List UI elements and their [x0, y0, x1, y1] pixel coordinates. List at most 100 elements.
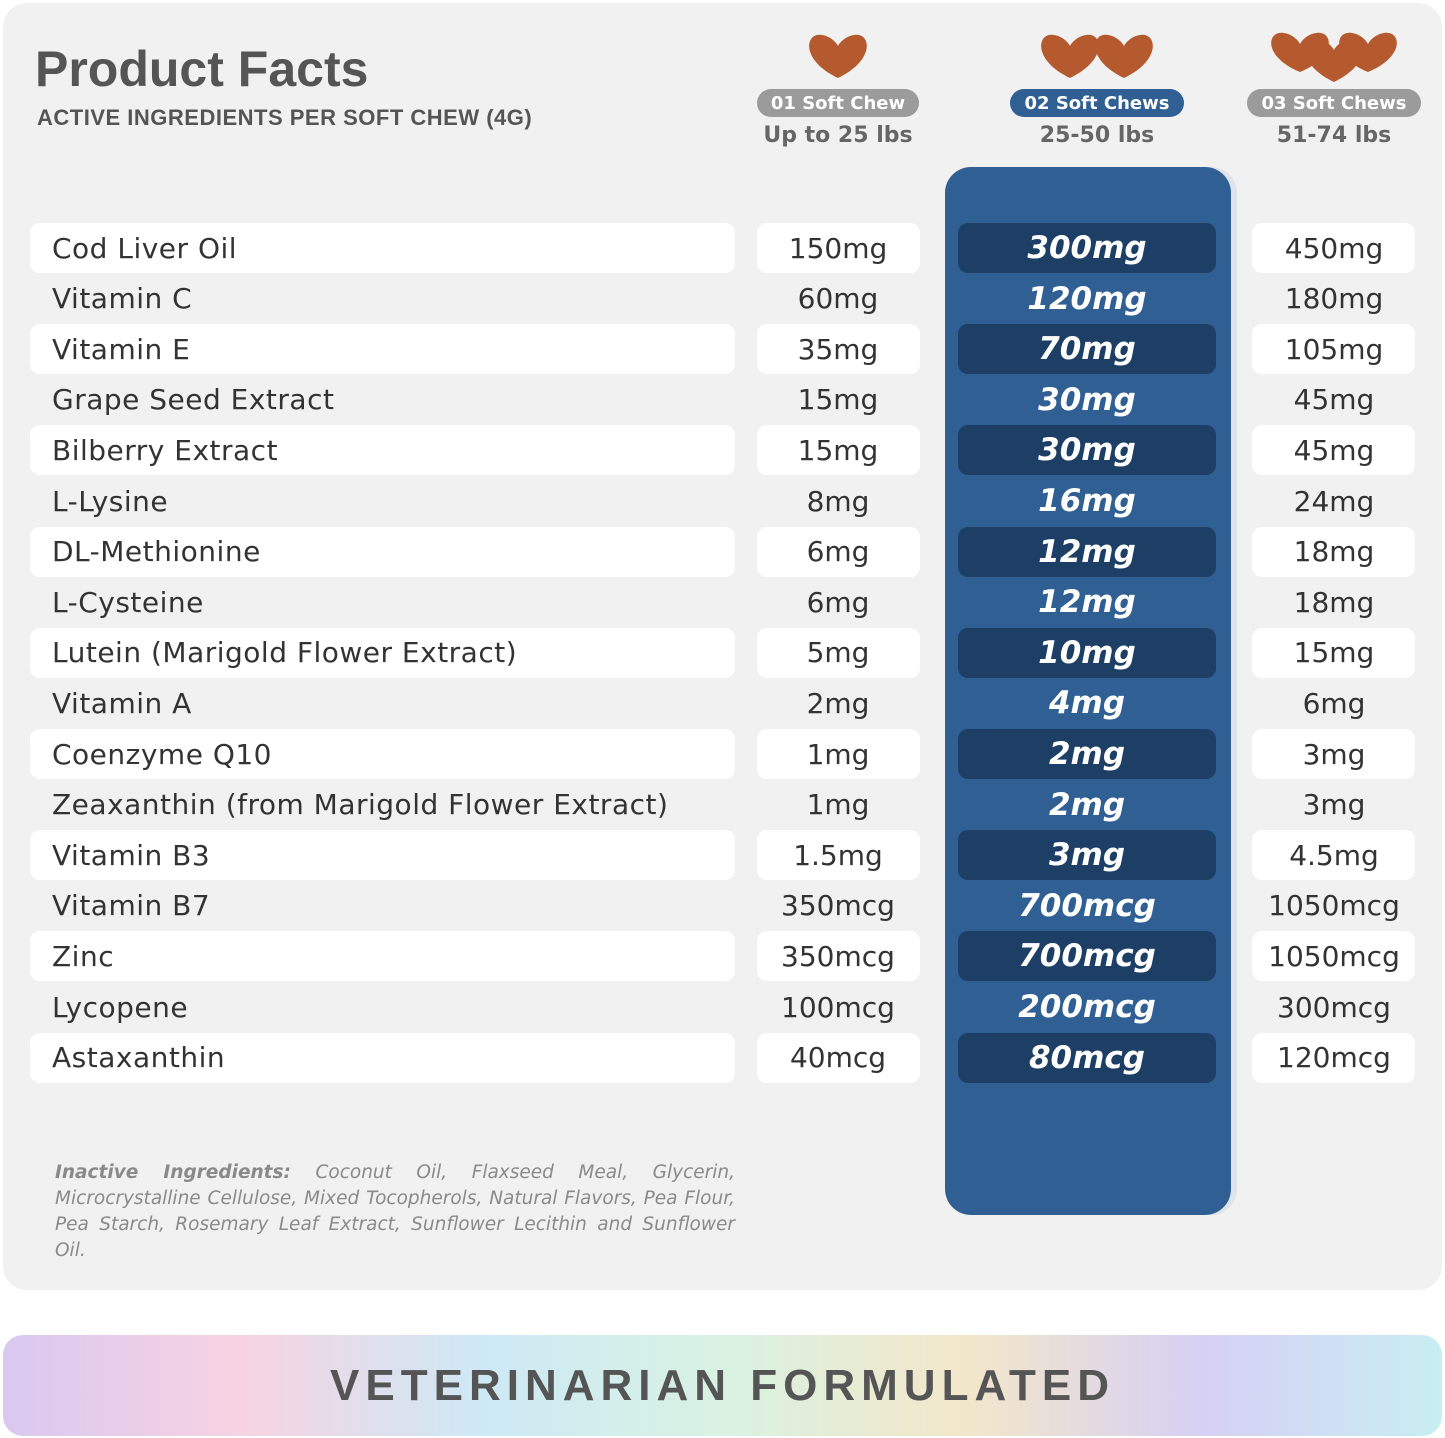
row-bg: [1252, 830, 1415, 881]
amount: 15mg: [797, 433, 879, 467]
ingredient-name: Vitamin B7: [52, 889, 211, 923]
ingredient-name: DL-Methionine: [52, 535, 261, 569]
amount: 700mcg: [1018, 887, 1156, 924]
amount: 1mg: [806, 737, 870, 771]
amount: 12mg: [1038, 584, 1136, 621]
amount: 70mg: [1038, 331, 1136, 368]
amount: 120mcg: [1277, 1041, 1391, 1075]
amount: 1.5mg: [793, 838, 883, 872]
amount: 30mg: [1038, 432, 1136, 469]
amount: 12mg: [1038, 533, 1136, 570]
amount: 45mg: [1293, 433, 1375, 467]
amount: 15mg: [797, 383, 879, 417]
amount: 35mg: [797, 332, 879, 366]
ingredient-name: Grape Seed Extract: [52, 383, 335, 417]
amount: 300mcg: [1277, 990, 1391, 1024]
row-bg: [757, 526, 920, 577]
amount: 8mg: [806, 484, 870, 518]
row-bg: [958, 931, 1216, 982]
ingredient-name: L-Cysteine: [52, 585, 204, 619]
amount: 2mg: [806, 686, 870, 720]
row-bg: [30, 931, 735, 982]
ingredient-name: Coenzyme Q10: [52, 737, 272, 771]
row-bg: [757, 1032, 920, 1083]
amount: 40mcg: [789, 1041, 887, 1075]
row-bg: [1252, 1032, 1415, 1083]
row-bg: [958, 324, 1216, 375]
row-bg: [958, 830, 1216, 881]
inactive-ingredients: Inactive Ingredients: Coconut Oil, Flaxs…: [55, 1160, 735, 1264]
amount: 3mg: [1302, 788, 1366, 822]
amount: 350mcg: [781, 889, 895, 923]
ingredient-name: L-Lysine: [52, 484, 169, 518]
amount: 3mg: [1048, 837, 1126, 874]
amount: 16mg: [1038, 483, 1136, 519]
row-bg: [958, 425, 1216, 476]
amount: 80mcg: [1028, 1039, 1145, 1076]
row-bg: [757, 223, 920, 273]
row-bg: [757, 425, 920, 476]
ingredient-name: Cod Liver Oil: [52, 231, 238, 265]
amount: 700mcg: [1018, 938, 1156, 975]
row-bg: [958, 627, 1216, 678]
chew-icon: [809, 32, 1397, 82]
amount: 60mg: [797, 282, 879, 316]
chew-icons: [809, 32, 1397, 82]
amount: 120mg: [1027, 280, 1147, 317]
row-bg: [30, 526, 735, 577]
amount: 1mg: [806, 788, 870, 822]
ingredient-name: Vitamin A: [52, 686, 192, 720]
column-badge: 03 Soft Chews: [1247, 89, 1421, 117]
amount: 18mg: [1293, 535, 1375, 569]
column-badge: 02 Soft Chews: [1010, 89, 1184, 117]
row-bg: [30, 627, 735, 678]
subtitle: ACTIVE INGREDIENTS PER SOFT CHEW (4G): [37, 105, 533, 130]
row-bg: [30, 223, 735, 273]
row-bg: [1252, 931, 1415, 982]
amount: 6mg: [806, 535, 870, 569]
amount: 10mg: [1038, 634, 1136, 671]
amount: 2mg: [1048, 736, 1126, 772]
row-bg: [1252, 324, 1415, 375]
row-bg: [1252, 627, 1415, 678]
ingredient-name: Zinc: [52, 939, 115, 973]
amount: 6mg: [1302, 686, 1366, 720]
row-bg: [30, 729, 735, 779]
amount: 450mg: [1284, 231, 1384, 265]
amount: 300mg: [1027, 230, 1147, 266]
amount: 150mg: [788, 231, 888, 265]
ingredient-name: Vitamin B3: [52, 838, 211, 872]
ingredient-name: Zeaxanthin (from Marigold Flower Extract…: [52, 788, 669, 822]
amount: 180mg: [1284, 282, 1384, 316]
amount: 18mg: [1293, 585, 1375, 619]
ingredient-name: Lycopene: [52, 990, 189, 1024]
row-bg: [30, 1032, 735, 1083]
amount: 105mg: [1284, 332, 1384, 366]
ingredient-name: Lutein (Marigold Flower Extract): [52, 636, 518, 670]
footer-banner: VETERINARIAN FORMULATED: [3, 1335, 1442, 1436]
row-bg: [958, 1032, 1216, 1083]
row-bg: [30, 830, 735, 881]
ingredient-name: Vitamin C: [52, 282, 193, 316]
row-bg: [1252, 425, 1415, 476]
row-bg: [1252, 223, 1415, 273]
column-badge: 01 Soft Chew: [757, 89, 919, 117]
row-bg: [757, 931, 920, 982]
amount: 15mg: [1293, 636, 1375, 670]
amount: 30mg: [1038, 381, 1136, 418]
amount: 1050mcg: [1268, 939, 1400, 973]
amount: 200mcg: [1018, 989, 1156, 1025]
amount: 2mg: [1048, 786, 1126, 823]
row-bg: [30, 324, 735, 375]
amount: 6mg: [806, 585, 870, 619]
amount: 4.5mg: [1289, 838, 1379, 872]
amount: 5mg: [806, 636, 870, 670]
row-bg: [1252, 729, 1415, 779]
amount: 350mcg: [781, 939, 895, 973]
inactive-text: Coconut Oil, Flaxseed Meal, Glycerin, Mi…: [55, 1162, 735, 1261]
column-weight: 25-50 lbs: [1039, 123, 1155, 148]
amount: 24mg: [1293, 484, 1375, 518]
row-bg: [1252, 526, 1415, 577]
row-bg: [757, 324, 920, 375]
